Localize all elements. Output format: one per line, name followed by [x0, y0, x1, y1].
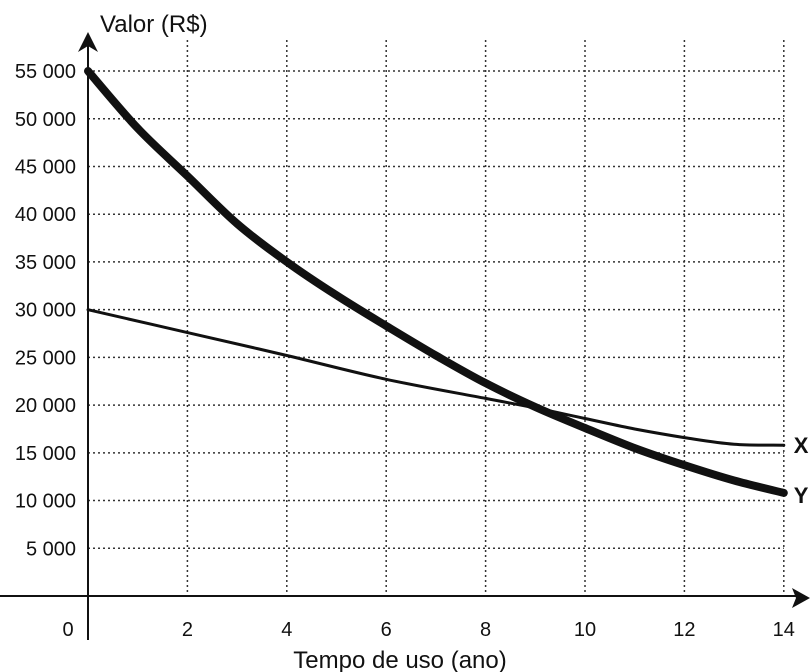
- y-tick-label: 20 000: [15, 395, 76, 417]
- grid: [88, 40, 785, 596]
- y-tick-label: 30 000: [15, 300, 76, 322]
- x-tick-label: 8: [480, 619, 491, 641]
- origin-label: 0: [62, 619, 73, 641]
- y-tick-label: 40 000: [15, 204, 76, 226]
- x-tick-label: 4: [281, 619, 292, 641]
- axes: [0, 32, 810, 640]
- y-axis-arrow: [78, 32, 98, 52]
- series-line-y: [84, 67, 788, 497]
- y-tick-label: 5 000: [26, 538, 76, 560]
- y-tick-label: 50 000: [15, 109, 76, 131]
- y-tick-label: 10 000: [15, 491, 76, 513]
- y-tick-label: 35 000: [15, 252, 76, 274]
- x-tick-label: 6: [381, 619, 392, 641]
- tick-labels: 2 4 6 8 10 12 14 5 000 10 000 15 000 20 000 25 000 3…: [15, 61, 795, 641]
- x-tick-label: 14: [773, 619, 795, 641]
- x-axis-title: Tempo de uso (ano): [293, 647, 506, 672]
- y-tick-label: 15 000: [15, 443, 76, 465]
- series-label-x: X: [794, 433, 809, 458]
- y-tick-label: 55 000: [15, 61, 76, 83]
- x-tick-label: 12: [673, 619, 695, 641]
- series-label-y: Y: [794, 483, 809, 508]
- y-tick-label: 25 000: [15, 347, 76, 369]
- y-axis-title: Valor (R$): [100, 11, 208, 38]
- x-axis-arrow: [792, 588, 810, 608]
- x-tick-label: 10: [574, 619, 596, 641]
- y-tick-label: 45 000: [15, 156, 76, 178]
- series-line-x: [86, 308, 786, 447]
- series: XY: [84, 67, 809, 508]
- x-tick-label: 2: [182, 619, 193, 641]
